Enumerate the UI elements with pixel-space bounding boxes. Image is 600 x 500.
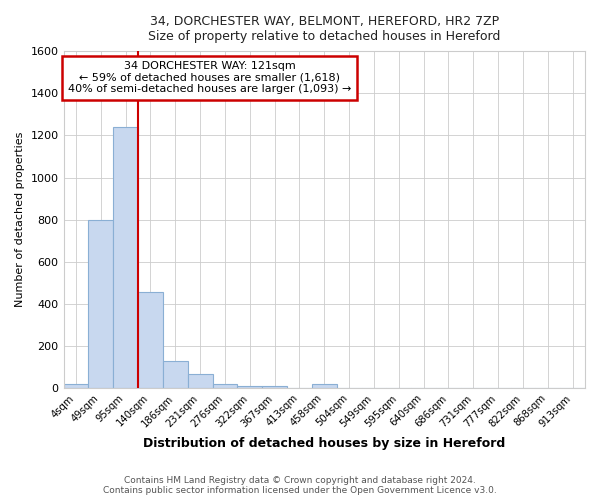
Bar (138, 292, 163, 388)
Bar (188, 374, 212, 388)
Text: Contains HM Land Registry data © Crown copyright and database right 2024.
Contai: Contains HM Land Registry data © Crown c… (103, 476, 497, 495)
Bar (238, 386, 262, 388)
Bar (262, 386, 287, 388)
Title: 34, DORCHESTER WAY, BELMONT, HEREFORD, HR2 7ZP
Size of property relative to deta: 34, DORCHESTER WAY, BELMONT, HEREFORD, H… (148, 15, 500, 43)
Text: 34 DORCHESTER WAY: 121sqm
← 59% of detached houses are smaller (1,618)
40% of se: 34 DORCHESTER WAY: 121sqm ← 59% of detac… (68, 61, 351, 94)
Y-axis label: Number of detached properties: Number of detached properties (15, 132, 25, 308)
Bar (163, 361, 188, 388)
Bar (64, 384, 88, 388)
Bar (212, 384, 238, 388)
Bar (88, 220, 113, 388)
Bar (312, 384, 337, 388)
X-axis label: Distribution of detached houses by size in Hereford: Distribution of detached houses by size … (143, 437, 505, 450)
Bar (113, 127, 138, 388)
